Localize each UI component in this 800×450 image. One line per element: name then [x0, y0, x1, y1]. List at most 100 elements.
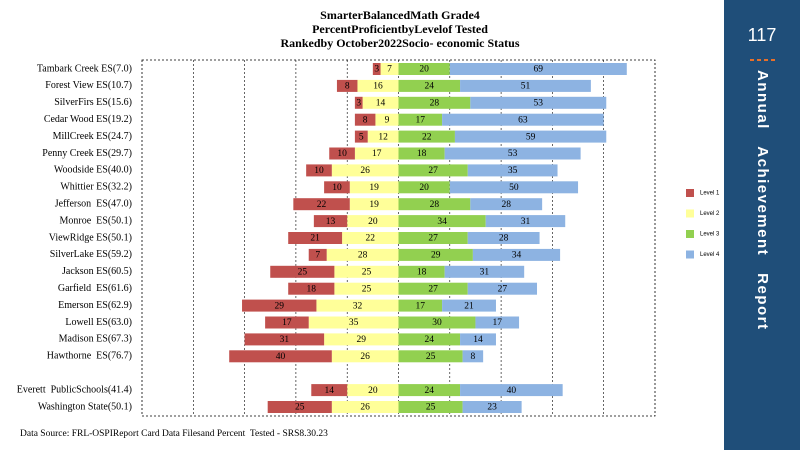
bar-segment [380, 63, 399, 75]
y-tick-label: Woodside ES(40.0) [54, 165, 132, 176]
bar-segment [398, 63, 450, 75]
bar-segment [336, 79, 358, 92]
bar-segment [460, 333, 496, 346]
bar-segment [329, 147, 355, 160]
bar-segment [467, 282, 538, 295]
bar-segment [398, 282, 468, 295]
value-label: 3 [374, 65, 379, 75]
value-label: 8 [345, 82, 350, 92]
bar-segment [398, 248, 473, 261]
bar-segment [398, 198, 471, 211]
bar-segment [324, 333, 399, 346]
y-tick-label: Whittier ES(32.2) [60, 182, 132, 193]
value-label: 17 [416, 301, 426, 311]
bar-segment [449, 63, 627, 75]
value-label: 40 [276, 352, 286, 362]
value-label: 24 [425, 386, 435, 396]
bar-segment [334, 265, 399, 278]
y-tick-label: Garfield ES(61.6) [58, 283, 132, 294]
legend-label: Level 4 [700, 252, 720, 258]
bar-segment [308, 248, 327, 261]
bar-segment [485, 215, 566, 228]
bar-segment [347, 215, 399, 228]
y-tick-label: Monroe ES(50.1) [60, 215, 133, 226]
side-title: Annual Achievement Report [754, 70, 771, 330]
legend-label: Level 1 [700, 191, 720, 197]
bar-segment [349, 198, 399, 211]
chart-title: SmarterBalancedMath Grade4 [320, 8, 480, 22]
value-label: 27 [428, 284, 438, 294]
value-label: 13 [326, 217, 336, 227]
value-label: 19 [369, 183, 379, 193]
value-label: 25 [426, 403, 436, 413]
value-label: 14 [324, 386, 334, 396]
value-label: 3 [356, 98, 361, 108]
bar-segment [454, 130, 607, 143]
bar-segment [398, 113, 443, 126]
value-label: 53 [534, 98, 544, 108]
bar-segment [354, 147, 399, 160]
value-label: 25 [362, 267, 372, 277]
value-label: 27 [428, 166, 438, 176]
legend-swatch [686, 189, 694, 197]
value-label: 22 [366, 234, 376, 244]
bar-segment [270, 265, 335, 278]
value-label: 31 [480, 267, 490, 277]
side-panel [724, 0, 800, 450]
y-tick-label: Forest View ES(10.7) [45, 80, 132, 91]
y-tick-label: Lowell ES(63.0) [65, 317, 132, 328]
bar-segment [313, 215, 348, 228]
bar-segment [460, 384, 563, 397]
bar-segment [398, 350, 463, 363]
value-label: 8 [363, 115, 368, 125]
value-label: 18 [417, 267, 427, 277]
legend-label: Level 2 [700, 211, 720, 217]
value-label: 29 [357, 335, 367, 345]
value-label: 27 [428, 234, 438, 244]
chart-title: Rankedby October2022Socio- economic Stat… [281, 36, 520, 50]
value-label: 21 [310, 234, 320, 244]
bar-segment [444, 147, 581, 160]
source: Data Source: FRL-OSPIReport Card Data Fi… [20, 429, 328, 439]
y-tick-label: Everett PublicSchools(41.4) [17, 384, 132, 395]
bar-segment [398, 79, 461, 92]
bar-segment [398, 299, 443, 312]
bar-segment [244, 333, 325, 346]
value-label: 9 [385, 115, 390, 125]
value-label: 22 [422, 132, 432, 142]
bar-segment [288, 282, 335, 295]
bar-segment [311, 384, 348, 397]
y-tick-label: Hawthorne ES(76.7) [47, 351, 132, 362]
value-label: 21 [464, 301, 474, 311]
value-label: 10 [337, 149, 347, 159]
bar-segment [331, 164, 399, 177]
y-tick-label: Jackson ES(60.5) [62, 266, 132, 277]
value-label: 7 [315, 251, 320, 261]
chart-title: PercentProficientbyLevelof Tested [312, 22, 488, 36]
y-tick-label: Cedar Wood ES(19.2) [44, 114, 132, 125]
bar-segment [398, 316, 476, 329]
value-label: 22 [317, 200, 327, 210]
value-label: 26 [360, 352, 370, 362]
bar-segment [398, 96, 471, 109]
bar-segment [349, 181, 399, 194]
bar-segment [449, 181, 579, 194]
value-label: 34 [512, 251, 522, 261]
value-label: 40 [507, 386, 517, 396]
value-label: 10 [314, 166, 324, 176]
value-label: 7 [387, 65, 392, 75]
bar-segment [442, 113, 604, 126]
y-tick-label: MillCreek ES(24.7) [53, 131, 132, 142]
value-label: 18 [307, 284, 317, 294]
bar-segment [398, 265, 445, 278]
bar-segment [357, 79, 399, 92]
y-tick-label: Emerson ES(62.9) [58, 300, 132, 311]
bar-segment [354, 130, 368, 143]
value-label: 17 [416, 115, 426, 125]
value-label: 29 [431, 251, 441, 261]
y-tick-label: Penny Creek ES(29.7) [42, 148, 132, 159]
value-label: 25 [426, 352, 436, 362]
bar-segment [398, 130, 455, 143]
value-label: 63 [518, 115, 528, 125]
